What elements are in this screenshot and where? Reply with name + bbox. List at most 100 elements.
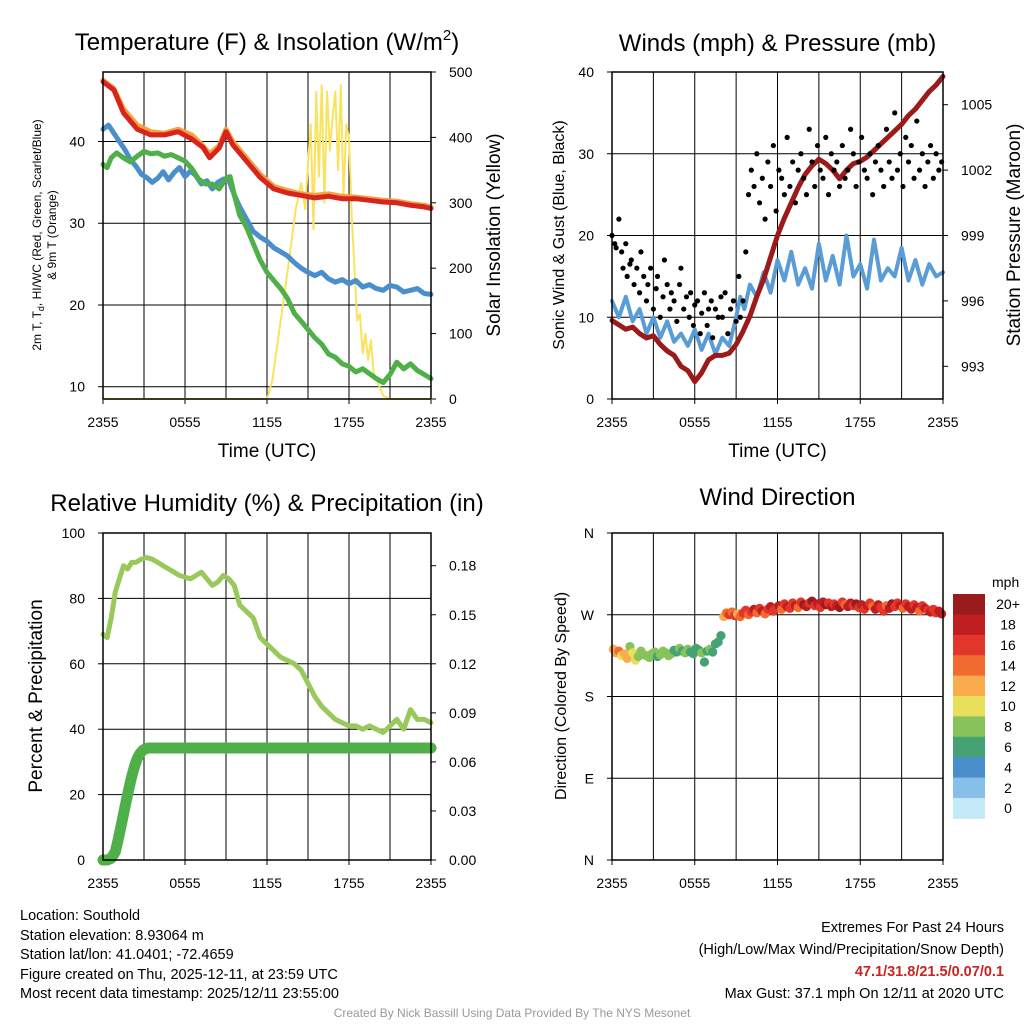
- gust-point: [664, 281, 670, 288]
- gust-point: [636, 290, 643, 296]
- y-tick-label: 30: [578, 146, 594, 162]
- gust-point: [795, 167, 801, 173]
- colorbar-swatch: [953, 757, 985, 779]
- gust-point: [708, 298, 714, 304]
- gust-point: [623, 241, 629, 247]
- gust-point: [820, 175, 826, 181]
- gust-point: [911, 175, 917, 181]
- y2-tick-label: 100: [449, 326, 473, 342]
- gust-point: [710, 335, 716, 341]
- y2-tick-label: 0.09: [449, 705, 476, 721]
- gust-point: [688, 290, 694, 296]
- gust-point: [914, 118, 920, 124]
- y2-tick-label: 0.00: [449, 852, 476, 868]
- gust-point: [861, 167, 867, 173]
- gust-point: [743, 249, 749, 255]
- gust-point: [627, 261, 633, 267]
- y2-tick-label: 996: [961, 293, 985, 309]
- gust-point: [881, 183, 887, 190]
- x-tick-label: 1755: [845, 414, 876, 430]
- created-text: Figure created on Thu, 2025-12-11, at 23…: [20, 966, 338, 983]
- y-tick-label: 10: [578, 309, 594, 325]
- colorbar-label: 2: [1004, 780, 1012, 796]
- panel-title: Temperature (F) & Insolation (W/m2): [75, 27, 459, 56]
- series-wind-direction: [608, 596, 947, 667]
- gust-point: [812, 183, 818, 190]
- gust-point: [922, 183, 928, 190]
- y-tick-label: 100: [62, 525, 86, 541]
- y-axis-label: Direction (Colored By Speed): [553, 592, 570, 800]
- gust-point: [745, 192, 752, 198]
- gust-point: [842, 175, 848, 181]
- panel-title: Winds (mph) & Pressure (mb): [619, 30, 936, 57]
- panel-border: [102, 71, 432, 400]
- y-tick-label: W: [581, 607, 595, 623]
- gust-point: [883, 126, 890, 132]
- gust-point: [754, 151, 760, 157]
- y2-tick-label: 0.06: [449, 754, 476, 770]
- gust-point: [683, 294, 690, 300]
- x-tick-label: 2355: [596, 875, 627, 891]
- series-heat-index-wind-chill: [100, 122, 434, 297]
- gust-point: [903, 134, 909, 140]
- gust-point: [878, 167, 884, 173]
- panel-1: 2355 0555 1155 1755 235510203040010020030040…: [69, 64, 472, 430]
- gust-point: [624, 273, 630, 279]
- y-axis-label-line2: & 9m T (Orange): [45, 190, 59, 280]
- gust-point: [905, 159, 912, 165]
- gust-point: [730, 298, 736, 304]
- gust-point: [690, 322, 696, 329]
- y-tick-label: 30: [69, 215, 85, 231]
- gust-point: [875, 142, 881, 149]
- colorbar-label: 20+: [996, 596, 1020, 612]
- series-relative-humidity: [100, 555, 434, 735]
- gust-point: [697, 331, 703, 337]
- max-gust-text: Max Gust: 37.1 mph On 12/11 at 2020 UTC: [724, 986, 1004, 1002]
- y-axis-label: Percent & Precipitation: [26, 599, 47, 792]
- gust-point: [725, 331, 731, 337]
- gust-point: [853, 183, 859, 190]
- x-tick-label: 1755: [845, 875, 876, 891]
- extremes-title: Extremes For Past 24 Hours: [821, 920, 1004, 936]
- gust-point: [770, 142, 776, 149]
- x-tick-label: 2355: [927, 414, 958, 430]
- gust-point: [660, 294, 666, 300]
- x-axis-label: Time (UTC): [728, 441, 827, 462]
- gust-point: [718, 294, 724, 300]
- gust-point: [806, 126, 812, 132]
- y2-tick-label: 200: [449, 260, 473, 276]
- y2-tick-label: 0.18: [449, 558, 476, 574]
- gust-point: [925, 159, 931, 165]
- colorbar-title: mph: [992, 574, 1019, 590]
- panel-border: [611, 71, 944, 400]
- x-tick-label: 0555: [169, 414, 200, 430]
- elevation-text: Station elevation: 8.93064 m: [20, 927, 204, 944]
- y2-tick-label: 0.15: [449, 607, 476, 623]
- gust-point: [936, 167, 942, 173]
- gust-point: [809, 159, 815, 165]
- credit-text: Created By Nick Bassill Using Data Provi…: [333, 1006, 691, 1020]
- gust-point: [705, 306, 712, 312]
- gust-point: [631, 281, 637, 288]
- series-gust: [609, 110, 945, 341]
- x-tick-label: 1155: [252, 875, 282, 891]
- gust-point: [801, 175, 807, 181]
- y-tick-label: S: [585, 689, 594, 705]
- extremes-values: 47.1/31.8/21.5/0.07/0.1: [854, 964, 1004, 980]
- gust-point: [784, 134, 790, 140]
- series-precipitation: [97, 742, 437, 866]
- gust-point: [674, 318, 680, 324]
- colorbar-swatch: [953, 696, 985, 717]
- gust-point: [894, 167, 901, 173]
- extremes-legend: (High/Low/Max Wind/Precipitation/Snow De…: [698, 942, 1004, 958]
- gust-point: [773, 208, 779, 214]
- gust-point: [889, 175, 895, 181]
- x-tick-label: 1155: [762, 414, 792, 430]
- gust-point: [900, 183, 906, 190]
- gust-point: [859, 134, 865, 140]
- x-axis-label: Time (UTC): [218, 441, 317, 462]
- gust-point: [638, 249, 644, 255]
- colorbar-label: 16: [1000, 637, 1016, 653]
- gust-point: [803, 192, 810, 198]
- y2-tick-label: 1005: [961, 97, 992, 113]
